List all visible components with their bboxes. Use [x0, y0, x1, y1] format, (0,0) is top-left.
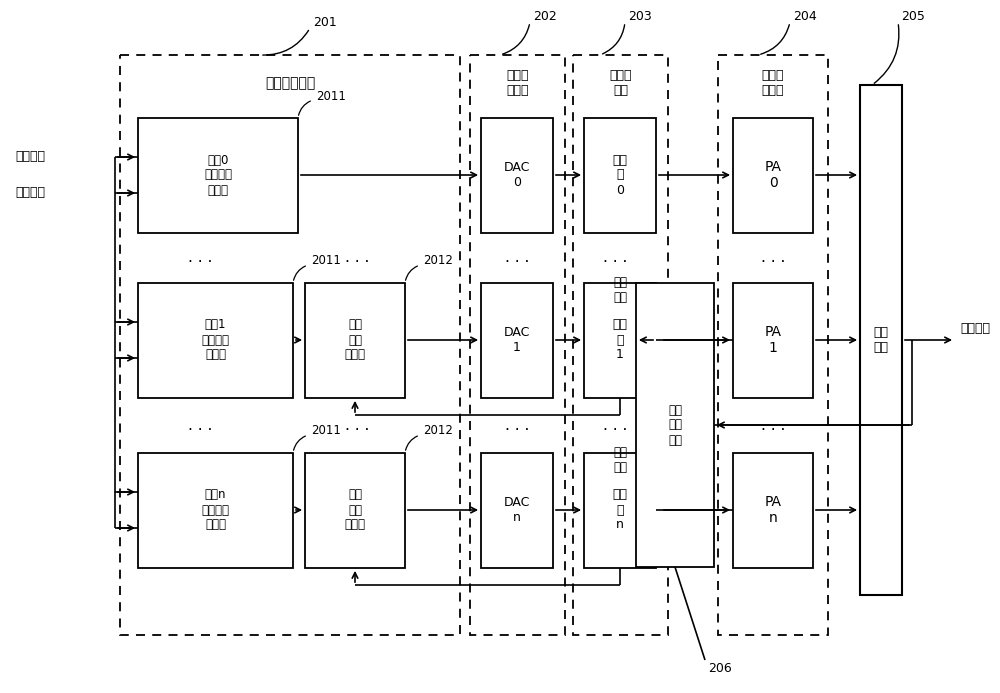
Text: 2011: 2011: [316, 89, 346, 103]
Bar: [481, 283, 553, 398]
Text: 205: 205: [901, 10, 925, 22]
Text: 2012: 2012: [423, 254, 453, 267]
Text: 2011: 2011: [311, 425, 341, 437]
Text: . . .: . . .: [505, 417, 529, 432]
Text: . . .: . . .: [603, 417, 627, 432]
Text: 合路
开关: 合路 开关: [613, 276, 627, 304]
Bar: [573, 55, 668, 635]
Text: 载波0
基带调制
子模块: 载波0 基带调制 子模块: [204, 154, 232, 197]
Text: . . .: . . .: [505, 249, 529, 265]
Text: . . .: . . .: [603, 249, 627, 265]
Text: 相位
调整
子模块: 相位 调整 子模块: [344, 319, 366, 362]
Text: DAC
n: DAC n: [504, 496, 530, 524]
Bar: [733, 283, 813, 398]
Text: 2012: 2012: [423, 425, 453, 437]
Bar: [138, 453, 293, 568]
Text: 调制数据: 调制数据: [15, 150, 45, 164]
Bar: [718, 55, 828, 635]
Text: PA
0: PA 0: [765, 160, 782, 190]
Bar: [584, 283, 656, 398]
Text: 206: 206: [708, 662, 732, 674]
Text: . . .: . . .: [761, 417, 785, 432]
Text: 载波1
基带调制
子模块: 载波1 基带调制 子模块: [202, 319, 230, 362]
Text: 2011: 2011: [311, 254, 341, 267]
Text: 功率
检测
模块: 功率 检测 模块: [668, 403, 682, 446]
Text: 合路
开关: 合路 开关: [613, 446, 627, 474]
Bar: [120, 55, 460, 635]
Text: DAC
1: DAC 1: [504, 326, 530, 354]
Bar: [138, 118, 298, 233]
Text: 201: 201: [313, 15, 337, 28]
Text: 上变频
模块: 上变频 模块: [609, 69, 632, 97]
Text: . . .: . . .: [345, 249, 369, 265]
Bar: [584, 118, 656, 233]
Bar: [138, 283, 293, 398]
Text: . . .: . . .: [188, 417, 212, 432]
Bar: [305, 453, 405, 568]
Bar: [733, 453, 813, 568]
Text: PA
1: PA 1: [765, 325, 782, 355]
Text: 合路开关: 合路开关: [15, 186, 45, 200]
Text: 基带控制模块: 基带控制模块: [265, 76, 315, 90]
Text: . . .: . . .: [345, 417, 369, 432]
Text: PA
n: PA n: [765, 495, 782, 525]
Bar: [481, 118, 553, 233]
Bar: [481, 453, 553, 568]
Text: 上变
频
0: 上变 频 0: [612, 154, 628, 197]
Text: 合路输出: 合路输出: [960, 322, 990, 335]
Text: 204: 204: [793, 10, 817, 22]
Text: DAC
0: DAC 0: [504, 161, 530, 189]
Bar: [636, 283, 714, 567]
Text: . . .: . . .: [188, 249, 212, 265]
Text: 数模转
换模块: 数模转 换模块: [506, 69, 529, 97]
Text: 上变
频
n: 上变 频 n: [612, 489, 628, 532]
Text: 功率放
大模块: 功率放 大模块: [762, 69, 784, 97]
Bar: [584, 453, 656, 568]
Text: . . .: . . .: [761, 249, 785, 265]
Bar: [305, 283, 405, 398]
Text: 202: 202: [533, 10, 557, 22]
Text: 相位
调整
子模块: 相位 调整 子模块: [344, 489, 366, 532]
Text: 合路
模块: 合路 模块: [874, 326, 889, 354]
Text: 载波n
基带调制
子模块: 载波n 基带调制 子模块: [202, 489, 230, 532]
Bar: [860, 85, 902, 595]
Bar: [470, 55, 565, 635]
Text: 203: 203: [628, 10, 652, 22]
Text: 上变
频
1: 上变 频 1: [612, 319, 628, 362]
Bar: [733, 118, 813, 233]
